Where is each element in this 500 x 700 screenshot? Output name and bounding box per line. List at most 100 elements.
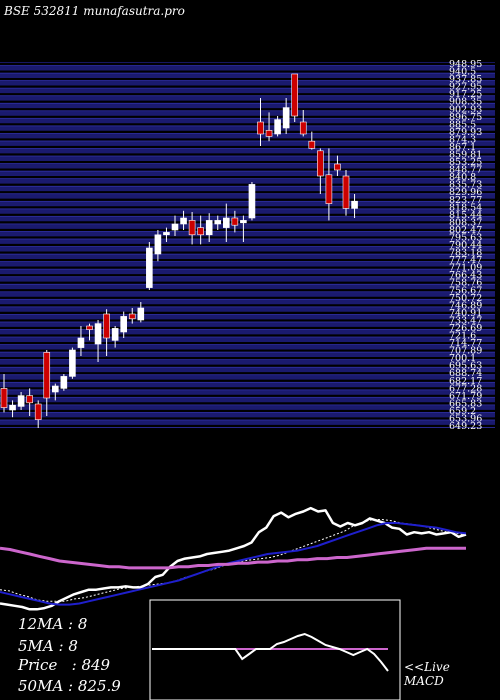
- candle-up: [248, 184, 256, 219]
- y-tick-label: 671.79: [449, 391, 482, 402]
- candle-up: [17, 395, 25, 407]
- y-tick-label: 835.73: [449, 180, 482, 191]
- candle-down: [103, 313, 110, 339]
- y-tick-label: 653.96: [449, 413, 482, 424]
- y-tick-label: 937.85: [449, 74, 482, 85]
- y-tick-label: 649.23: [449, 421, 482, 432]
- y-tick-label: 721.6: [449, 331, 476, 342]
- stat-5ma: 5MA : 8: [18, 637, 78, 655]
- y-tick-label: 695.63: [449, 361, 482, 372]
- moving-average-panel: [0, 506, 467, 611]
- y-tick-label: 790.44: [449, 240, 482, 251]
- macd-line: [152, 632, 389, 672]
- y-tick-label: 783.18: [449, 248, 482, 259]
- y-tick-label: 808.37: [449, 217, 482, 228]
- y-tick-label: 896.75: [449, 112, 482, 123]
- y-tick-label: 879.93: [449, 127, 482, 138]
- y-tick-label: 948.95: [449, 59, 482, 70]
- candle-up: [240, 220, 247, 224]
- candle-up: [69, 349, 76, 377]
- candle-up: [137, 307, 145, 321]
- ma-long-line: [0, 546, 466, 570]
- y-tick-label: 885.5: [449, 119, 476, 130]
- y-tick-label: 874.3: [449, 134, 476, 145]
- candle-up: [214, 220, 222, 225]
- y-tick-label: 714.77: [449, 338, 482, 349]
- y-tick-label: 818.54: [449, 202, 482, 213]
- candle-down: [34, 403, 42, 420]
- candle-down: [188, 220, 196, 236]
- y-tick-label: 829.96: [449, 187, 482, 198]
- candle-down: [43, 352, 51, 399]
- y-tick-label: 665.83: [449, 398, 482, 409]
- macd-label-name: MACD: [404, 674, 444, 688]
- chart-title: BSE 532811 munafasutra.pro: [4, 4, 185, 18]
- y-tick-label: 917.25: [449, 89, 482, 100]
- price-grid: [0, 62, 495, 428]
- y-tick-label: 867.1: [449, 142, 476, 153]
- y-tick-label: 859.81: [449, 150, 482, 161]
- ma-short-dotted-line: [0, 519, 467, 602]
- y-tick-label: 733.47: [449, 315, 482, 326]
- macd-label-live: <<Live: [404, 660, 450, 674]
- candle-up: [154, 234, 162, 255]
- stat-50ma: 50MA : 825.9: [18, 677, 121, 695]
- y-tick-label: 823.77: [449, 195, 482, 206]
- y-tick-label: 682.17: [449, 376, 482, 387]
- candle-up: [51, 385, 59, 393]
- y-tick-label: 902.93: [449, 104, 482, 115]
- candle-down: [0, 388, 8, 408]
- y-tick-label: 756.67: [449, 285, 482, 296]
- candle-up: [77, 337, 85, 348]
- candle-down: [291, 73, 299, 117]
- y-tick-label: 853.25: [449, 157, 482, 168]
- price-axis-labels: 948.95940.5937.85927.95917.25908.35902.9…: [449, 59, 482, 432]
- candle-up: [9, 404, 16, 411]
- candle-down: [86, 325, 93, 330]
- candle-up: [180, 217, 187, 225]
- candle-up: [146, 247, 153, 288]
- candle-down: [128, 313, 136, 320]
- candle-down: [325, 174, 333, 204]
- candle-down: [308, 140, 316, 149]
- candle-up: [282, 107, 290, 129]
- y-tick-label: 802.47: [449, 225, 482, 236]
- y-tick-label: 746.89: [449, 300, 482, 311]
- y-tick-label: 740.91: [449, 308, 482, 319]
- candle-up: [205, 220, 213, 236]
- y-tick-label: 771.09: [449, 263, 482, 274]
- ma-short-line: [0, 506, 467, 611]
- y-tick-label: 707.89: [449, 346, 482, 357]
- candle-up: [274, 119, 281, 135]
- y-tick-label: 758.76: [449, 278, 482, 289]
- candle-down: [299, 121, 307, 135]
- candle-down: [342, 175, 350, 209]
- candle-down: [231, 217, 239, 226]
- y-tick-label: 688.74: [449, 368, 482, 379]
- candle-up: [171, 223, 179, 231]
- y-tick-label: 908.35: [449, 97, 482, 108]
- candle-up: [351, 200, 358, 209]
- candle-up: [60, 376, 68, 389]
- candlestick-series: [0, 73, 358, 428]
- ma-mid-line: [0, 522, 467, 606]
- macd-panel: [152, 632, 389, 672]
- candle-up: [111, 328, 119, 341]
- y-tick-label: 940.5: [449, 67, 476, 78]
- candle-down: [257, 121, 264, 135]
- y-tick-label: 677.28: [449, 383, 482, 394]
- y-tick-label: 777.47: [449, 255, 482, 266]
- candle-down: [334, 163, 341, 171]
- y-tick-label: 659.2: [449, 406, 476, 417]
- candle-up: [163, 232, 170, 236]
- candle-down: [197, 227, 204, 236]
- y-tick-label: 848.77: [449, 165, 482, 176]
- candle-down: [317, 150, 324, 177]
- candle-up: [120, 316, 127, 333]
- candle-up: [223, 217, 230, 228]
- macd-label: <<Live MACD: [404, 660, 474, 688]
- y-tick-label: 726.69: [449, 323, 482, 334]
- y-tick-label: 766.43: [449, 270, 482, 281]
- y-tick-label: 927.95: [449, 82, 482, 93]
